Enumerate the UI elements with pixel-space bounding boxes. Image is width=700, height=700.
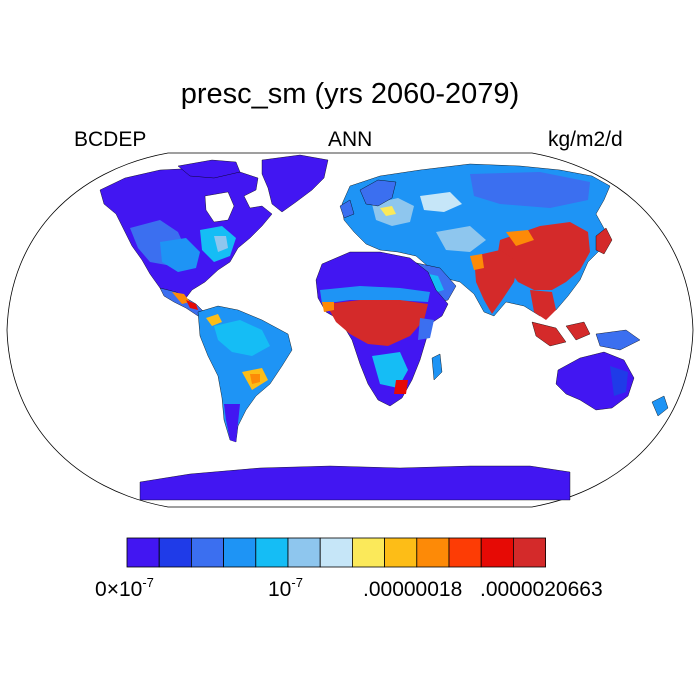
- india-red: [474, 250, 518, 314]
- siberia-patch: [470, 172, 590, 208]
- japan: [595, 227, 613, 255]
- colorbar-swatch: [190, 537, 224, 568]
- east-africa-patch: [418, 318, 434, 340]
- colorbar-swatch: [416, 537, 450, 568]
- colorbar-swatch: [255, 537, 289, 568]
- central-asia-patch: [436, 226, 486, 252]
- colorbar-swatch: [287, 537, 321, 568]
- india-orange: [470, 254, 484, 270]
- colorbar-label-mid1: 10-7: [268, 575, 303, 601]
- land-antarctica: [139, 465, 571, 501]
- mexico-hotspot: [172, 292, 190, 304]
- sa-amazon-patch: [214, 320, 270, 356]
- colorbar-swatch: [126, 537, 160, 568]
- colorbar-swatch: [319, 537, 353, 568]
- russia-light-patch: [420, 192, 462, 212]
- africa-red: [326, 300, 428, 346]
- colorbar-swatch: [480, 537, 514, 568]
- land-scandinavia: [359, 179, 397, 207]
- land-greenland: [261, 154, 329, 213]
- sa-tip: [224, 404, 240, 442]
- colorbar-label-mid2: .00000018: [363, 578, 463, 601]
- colorbar-label-max: .0000020663: [480, 578, 603, 601]
- colorbar-swatch: [513, 537, 547, 568]
- europe-hotspot: [380, 206, 396, 216]
- land-indonesia-1: [531, 321, 567, 347]
- south-africa-red: [394, 380, 408, 394]
- colorbar-swatch: [351, 537, 385, 568]
- australia-east-patch: [610, 366, 628, 396]
- land-indonesia-2: [565, 321, 591, 341]
- colorbar-swatch: [158, 537, 192, 568]
- hudson-bay: [204, 191, 235, 223]
- variable-label: BCDEP: [74, 128, 147, 151]
- land-new-guinea: [595, 329, 641, 351]
- units-label: kg/m2/d: [548, 128, 623, 151]
- na-east-light: [214, 236, 228, 252]
- colorbar-swatch: [223, 537, 257, 568]
- sa-north-hotspot: [206, 314, 222, 326]
- land-madagascar: [431, 353, 443, 381]
- colorbar-swatch: [448, 537, 482, 568]
- colorbar-swatch: [384, 537, 418, 568]
- map-title: presc_sm (yrs 2060-2079): [180, 78, 520, 110]
- sa-south-hotspot-core: [250, 374, 260, 384]
- china-orange: [506, 230, 534, 246]
- africa-orange: [322, 302, 334, 312]
- south-africa-patch: [372, 352, 408, 388]
- se-asia-red: [530, 290, 556, 320]
- colorbar-label-min: 0×10-7: [95, 575, 154, 601]
- colorbar: [126, 537, 547, 568]
- land-arctic-islands: [177, 159, 241, 179]
- season-label: ANN: [328, 128, 373, 151]
- land-new-zealand: [651, 395, 669, 417]
- land-uk: [339, 199, 355, 219]
- na-plains-patch: [160, 238, 200, 272]
- sahel-band: [320, 286, 430, 304]
- central-america-hotspot: [186, 300, 198, 310]
